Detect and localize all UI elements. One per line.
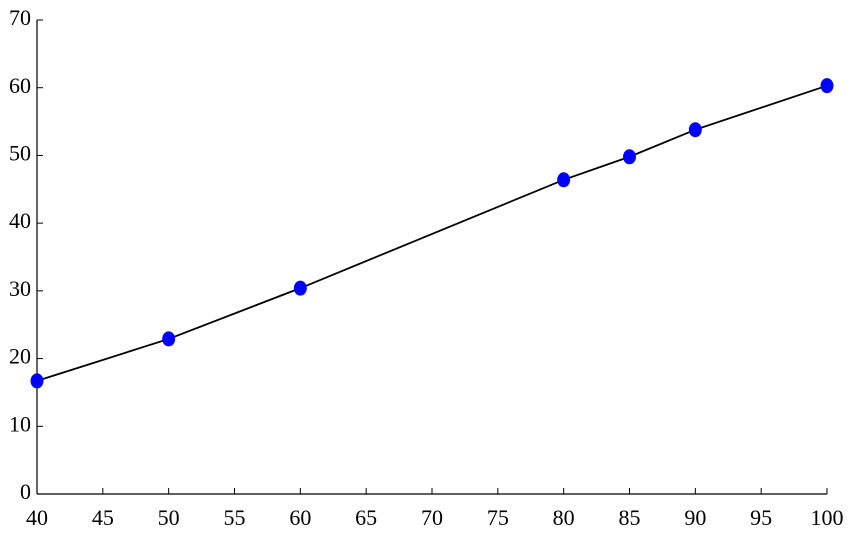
y-tick-label: 50 xyxy=(9,140,31,165)
y-tick-label: 70 xyxy=(9,5,31,30)
x-tick-label: 80 xyxy=(553,505,575,530)
x-tick-label: 55 xyxy=(224,505,246,530)
marker xyxy=(820,78,834,94)
x-tick-label: 65 xyxy=(355,505,377,530)
x-tick-label: 90 xyxy=(684,505,706,530)
marker xyxy=(30,373,44,389)
y-tick-label: 60 xyxy=(9,73,31,98)
line xyxy=(36,84,828,382)
x-tick-label: 100 xyxy=(811,505,844,530)
x-tick-label: 95 xyxy=(750,505,772,530)
y-tick-label: 0 xyxy=(20,479,31,504)
x-tick-label: 40 xyxy=(26,505,48,530)
x-tick-label: 60 xyxy=(289,505,311,530)
marker xyxy=(623,149,636,165)
x-tick-label: 50 xyxy=(158,505,180,530)
x-tick-label: 75 xyxy=(487,505,509,530)
y-tick-label: 40 xyxy=(9,208,31,233)
y-tick-label: 10 xyxy=(9,411,31,436)
x-tick-label: 70 xyxy=(421,505,443,530)
marker xyxy=(162,331,176,347)
marker xyxy=(293,280,307,296)
marker xyxy=(557,172,571,188)
x-tick-label: 45 xyxy=(92,505,114,530)
marker xyxy=(688,122,702,138)
y-tick-label: 30 xyxy=(9,276,31,301)
y-tick-label: 20 xyxy=(9,344,31,369)
x-tick-label: 85 xyxy=(619,505,641,530)
